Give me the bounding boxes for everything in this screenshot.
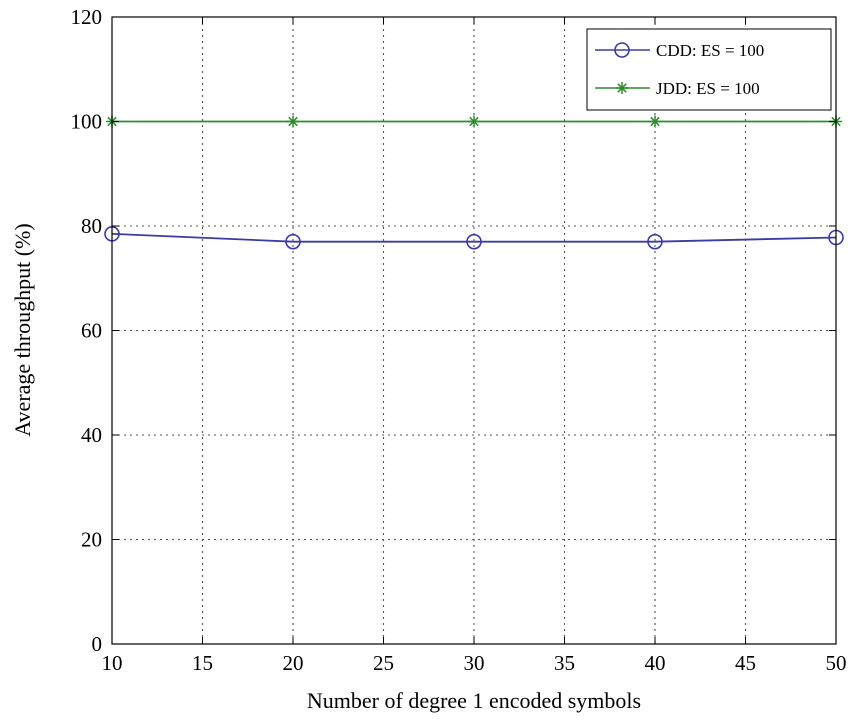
- legend-marker-jdd: [616, 82, 628, 94]
- x-tick-label: 35: [554, 651, 575, 675]
- data-point-circle: [647, 233, 663, 250]
- y-tick-label: 20: [81, 528, 102, 552]
- data-point-star: [287, 115, 299, 128]
- y-axis-label: Average throughput (%): [10, 223, 35, 436]
- legend-marker-cdd: [614, 42, 630, 58]
- series-line-0: [111, 232, 837, 243]
- legend-box: [586, 28, 832, 111]
- legend-label-cdd: CDD: ES = 100: [656, 41, 764, 60]
- y-tick-label: 120: [71, 5, 103, 29]
- plot-series: [104, 115, 844, 250]
- y-tick-label: 80: [81, 214, 102, 238]
- legend-star-glyph: [616, 82, 628, 94]
- x-tick-label: 50: [826, 651, 847, 675]
- x-tick-label: 15: [192, 651, 213, 675]
- data-point-star: [649, 115, 661, 128]
- x-tick-label: 25: [373, 651, 394, 675]
- x-tick-label: 30: [464, 651, 485, 675]
- x-tick-label: 20: [283, 651, 304, 675]
- x-tick-label: 40: [645, 651, 666, 675]
- y-tick-label: 40: [81, 423, 102, 447]
- y-tick-label: 60: [81, 319, 102, 343]
- data-point-star: [468, 115, 480, 128]
- data-point-circle: [466, 233, 482, 250]
- data-point-circle: [285, 233, 301, 250]
- grid-lines: [112, 17, 836, 644]
- x-tick-label: 10: [102, 651, 123, 675]
- y-tick-label: 100: [71, 110, 103, 134]
- y-tick-label: 0: [92, 632, 103, 656]
- legend-label-jdd: JDD: ES = 100: [656, 79, 760, 98]
- axis-ticks: 10 15 20 25 30 35 40 45 50 0 20 40 60 80 100 120: [71, 5, 847, 675]
- legend: CDD: ES = 100 JDD: ES = 100: [586, 28, 832, 111]
- x-axis-label: Number of degree 1 encoded symbols: [307, 688, 641, 713]
- x-tick-label: 45: [735, 651, 756, 675]
